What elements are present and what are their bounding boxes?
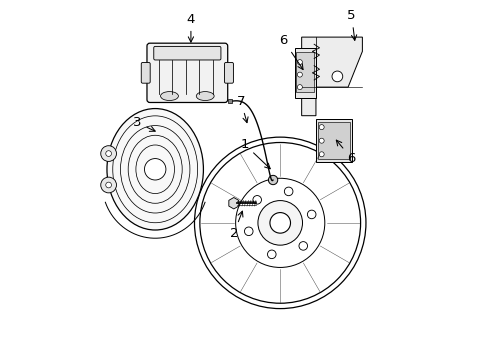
Circle shape [267,250,276,258]
Text: 3: 3 [133,116,155,131]
Circle shape [105,151,111,157]
Text: 5: 5 [346,9,356,40]
Circle shape [284,187,292,196]
Circle shape [331,71,342,82]
Circle shape [297,60,302,64]
Text: 6: 6 [279,34,303,69]
Circle shape [319,125,324,130]
Circle shape [144,158,165,180]
Text: 2: 2 [229,211,243,240]
FancyBboxPatch shape [224,63,233,83]
Circle shape [297,72,302,77]
FancyBboxPatch shape [141,63,150,83]
Text: 4: 4 [186,13,195,42]
Polygon shape [228,198,238,209]
FancyBboxPatch shape [147,43,227,103]
Circle shape [252,195,261,204]
Circle shape [101,146,116,161]
Text: 7: 7 [236,95,247,123]
FancyBboxPatch shape [153,46,221,60]
Circle shape [297,85,302,90]
Ellipse shape [196,91,214,100]
Circle shape [319,138,324,143]
Ellipse shape [107,109,203,230]
Circle shape [298,242,307,250]
Circle shape [319,152,324,157]
Polygon shape [296,52,313,93]
Text: 6: 6 [336,140,355,165]
Circle shape [307,210,315,219]
Circle shape [269,212,290,233]
Polygon shape [301,37,362,116]
Polygon shape [294,48,315,98]
Circle shape [244,227,252,235]
Text: 1: 1 [240,138,270,169]
Circle shape [105,182,111,188]
Circle shape [268,175,277,185]
Circle shape [101,177,116,193]
Ellipse shape [160,91,178,100]
Polygon shape [315,119,351,162]
Circle shape [257,201,302,245]
Polygon shape [317,122,349,159]
